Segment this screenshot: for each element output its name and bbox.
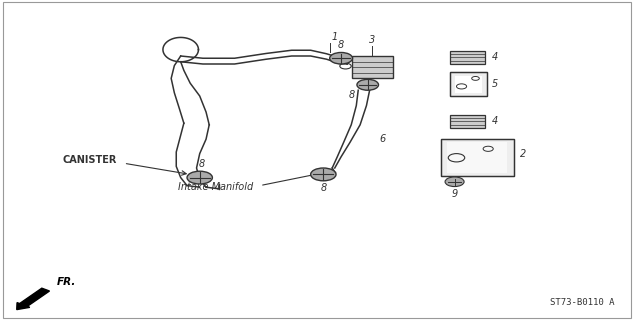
Circle shape (445, 177, 464, 187)
Bar (450, 115, 485, 128)
Text: 9: 9 (451, 189, 458, 199)
Bar (352, 56, 393, 78)
Text: 8: 8 (198, 159, 205, 169)
Text: ST73-B0110 A: ST73-B0110 A (550, 298, 615, 307)
Text: 4: 4 (491, 52, 498, 62)
Circle shape (187, 171, 212, 184)
Bar (455, 76, 482, 93)
FancyArrow shape (16, 288, 49, 310)
Text: 8: 8 (320, 183, 327, 193)
Text: 5: 5 (491, 79, 498, 89)
Bar (450, 72, 487, 96)
Bar (450, 51, 485, 64)
Text: FR.: FR. (57, 277, 77, 287)
Text: 8: 8 (349, 90, 355, 100)
Bar (450, 72, 487, 96)
Text: 8: 8 (338, 40, 344, 50)
Text: CANISTER: CANISTER (63, 155, 117, 165)
Bar (441, 139, 514, 176)
Circle shape (330, 52, 353, 64)
Circle shape (357, 79, 378, 90)
Text: 1: 1 (332, 32, 338, 42)
Text: 6: 6 (379, 134, 385, 144)
Text: 3: 3 (370, 35, 375, 45)
Text: Intake Manifold: Intake Manifold (178, 182, 254, 192)
Bar (441, 139, 514, 176)
Circle shape (311, 168, 336, 181)
Text: 4: 4 (491, 116, 498, 126)
Bar (447, 142, 507, 173)
Text: 2: 2 (520, 149, 526, 159)
